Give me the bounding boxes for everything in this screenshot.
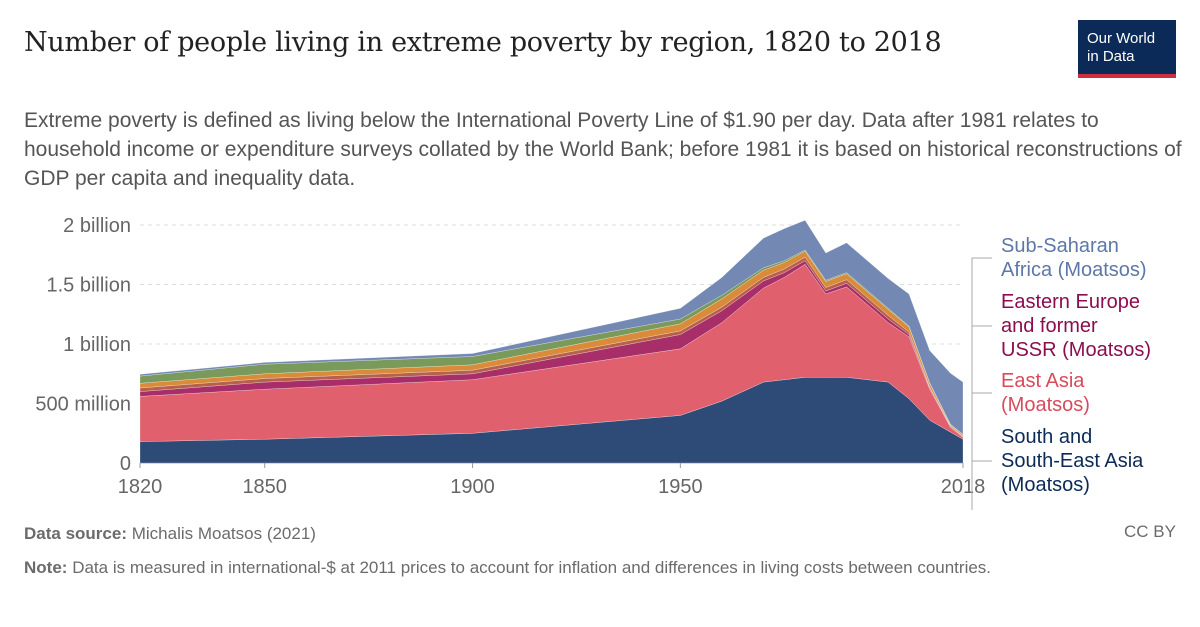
logo-line-1: Our World [1087,30,1156,47]
y-tick-label: 1.5 billion [46,275,131,297]
license[interactable]: CC BY [1124,522,1176,541]
chart-subtitle: Extreme poverty is defined as living bel… [24,109,1182,190]
x-tick-label: 1950 [658,476,703,498]
y-tick-label: 1 billion [63,334,131,356]
area-series-6 [139,219,964,435]
legend-label-line: Sub-Saharan [1001,235,1119,257]
legend-label-line: USSR (Moatsos) [1001,339,1151,361]
x-axis: 1820 1850 1900 1950 2018 [118,463,986,498]
y-tick-label: 2 billion [63,215,131,237]
source-label: Data source: [24,524,127,543]
legend-label-line: South-East Asia [1001,450,1144,472]
note: Note: Data is measured in international-… [24,556,1154,579]
legend-label-line: (Moatsos) [1001,474,1090,496]
x-tick-label: 2018 [941,476,986,498]
legend-label-line: Africa (Moatsos) [1001,259,1147,281]
legend-connector [971,392,992,510]
x-tick-label: 1900 [450,476,495,498]
legend-label-line: South and [1001,426,1092,448]
logo-line-2: in Data [1087,48,1135,65]
legend-label-line: (Moatsos) [1001,394,1090,416]
y-tick-label: 0 [120,453,131,475]
owid-logo[interactable]: Our World in Data [1078,20,1176,78]
legend-connector [971,460,992,510]
source-text[interactable]: Michalis Moatsos (2021) [131,524,316,543]
legend-connector [971,257,992,510]
legend-label-line: and former [1001,315,1098,337]
y-tick-label: 500 million [35,394,131,416]
chart-title: Number of people living in extreme pover… [24,27,942,58]
legend-label-line: Eastern Europe [1001,291,1140,313]
area-chart: 0 500 million 1 billion 1.5 billion 2 billio… [35,215,1151,510]
x-tick-label: 1850 [242,476,287,498]
y-axis: 0 500 million 1 billion 1.5 billion 2 billio… [35,215,131,475]
note-text: Data is measured in international-$ at 2… [72,558,992,577]
legend-label-line: East Asia [1001,370,1085,392]
x-tick-label: 1820 [118,476,163,498]
note-label: Note: [24,558,68,577]
data-source: Data source: Michalis Moatsos (2021) [24,522,316,545]
stacked-areas [139,219,964,464]
